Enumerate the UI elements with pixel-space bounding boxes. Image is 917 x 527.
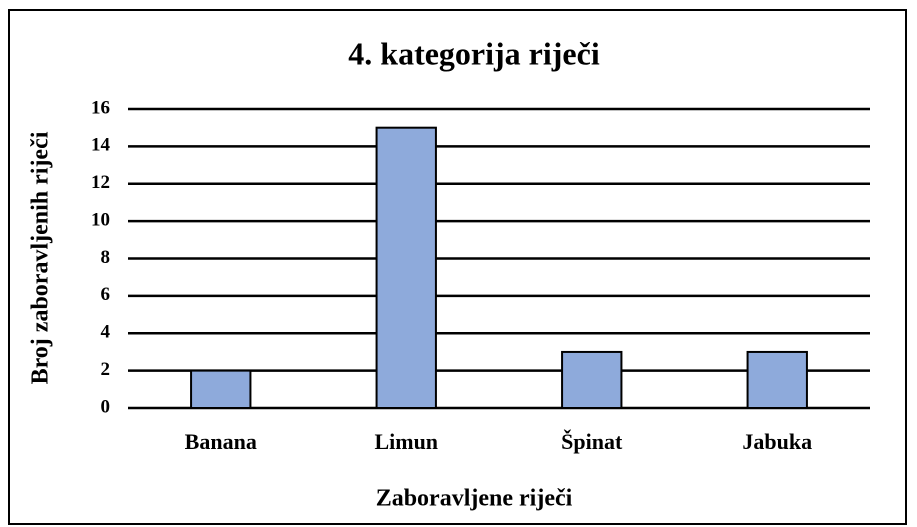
y-tick-label: 4 — [101, 322, 111, 343]
chart-border — [8, 9, 907, 525]
y-tick-label: 8 — [101, 247, 111, 268]
y-axis-label: Broj zaboravljenih riječi — [28, 131, 54, 384]
y-tick-label: 12 — [91, 172, 110, 193]
bar — [375, 126, 437, 409]
bar — [190, 369, 252, 409]
y-tick-label: 6 — [101, 284, 111, 305]
y-tick-label: 14 — [91, 135, 111, 156]
x-tick-label: Jabuka — [742, 429, 812, 454]
y-tick-label: 10 — [91, 209, 110, 230]
y-tick-label: 0 — [101, 396, 111, 417]
bar — [561, 350, 623, 409]
y-tick-label: 2 — [101, 359, 111, 380]
x-tick-label: Banana — [185, 429, 257, 454]
x-axis-label: Zaboravljene riječi — [376, 486, 573, 512]
x-tick-label: Špinat — [561, 429, 623, 454]
bar — [746, 350, 808, 409]
chart-title: 4. kategorija riječi — [348, 35, 600, 71]
y-tick-label: 16 — [91, 97, 110, 118]
x-tick-label: Limun — [374, 429, 438, 454]
